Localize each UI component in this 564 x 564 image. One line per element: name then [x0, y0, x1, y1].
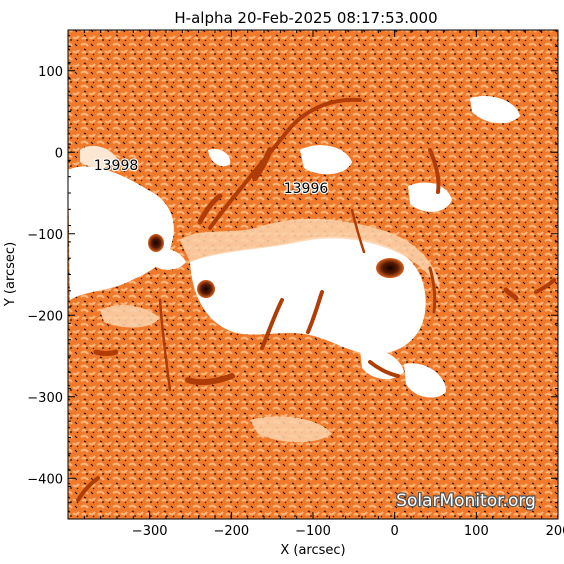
x-tick-label: 200 [546, 524, 564, 539]
sunspot-13998 [148, 234, 164, 252]
region-label-13998: 13998 [94, 158, 139, 174]
region-label-13996: 13996 [284, 181, 329, 197]
y-tick-label: −400 [27, 472, 63, 487]
x-tick-label: 0 [391, 524, 399, 539]
x-tick-label: −300 [132, 524, 168, 539]
plage-region-13998 [68, 145, 186, 300]
region-labels: 13998 13996 [93, 157, 330, 198]
y-tick-label: 0 [55, 146, 63, 161]
y-tick-label: 100 [38, 65, 63, 80]
filaments [76, 97, 556, 502]
sunspot-west-13998 [197, 280, 215, 298]
chromosphere-image: 13998 13996 SolarMonitor.org [68, 30, 558, 519]
image-title: H-alpha 20-Feb-2025 08:17:53.000 [174, 9, 437, 27]
sunspot-13996 [376, 258, 404, 278]
x-tick-label: 100 [464, 524, 489, 539]
y-axis-label: Y (arcsec) [3, 242, 18, 307]
y-tick-label: −100 [27, 228, 63, 243]
sunspots [148, 234, 404, 298]
y-tick-label: −300 [27, 391, 63, 406]
x-tick-label: −200 [213, 524, 249, 539]
y-axis-ticks: 100 0 −100 −200 −300 −400 [27, 29, 558, 520]
plage-region-13996 [190, 96, 520, 398]
watermark: SolarMonitor.org [396, 491, 536, 511]
x-tick-label: −100 [295, 524, 331, 539]
plage-halo [100, 218, 440, 443]
y-tick-label: −200 [27, 309, 63, 324]
x-axis-ticks: −300 −200 −100 0 100 200 [67, 30, 564, 539]
x-axis-label: X (arcsec) [280, 543, 345, 558]
